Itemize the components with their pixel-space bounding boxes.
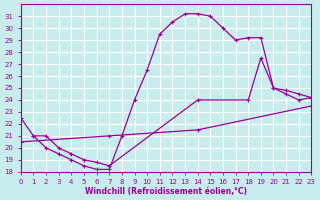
- X-axis label: Windchill (Refroidissement éolien,°C): Windchill (Refroidissement éolien,°C): [85, 187, 247, 196]
